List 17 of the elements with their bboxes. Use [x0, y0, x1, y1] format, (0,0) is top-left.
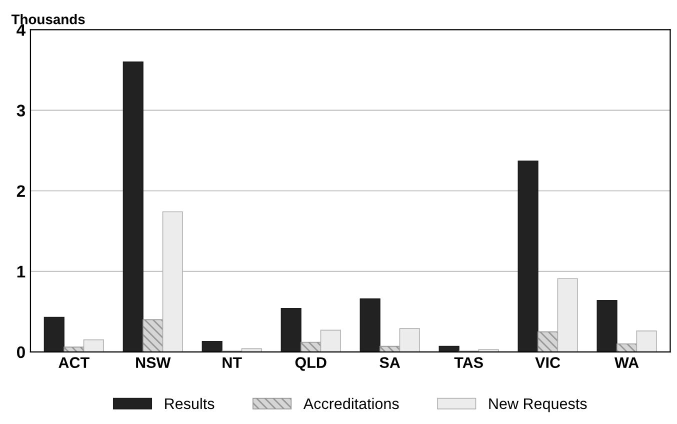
x-tick-label: VIC [535, 357, 560, 368]
y-axis-title: Thousands [11, 14, 85, 24]
y-tick-label: 4 [16, 24, 26, 36]
y-tick-label: 0 [16, 346, 25, 358]
legend-label: Accreditations [303, 398, 399, 410]
y-tick-label: 3 [16, 104, 25, 116]
x-tick-label: ACT [58, 357, 90, 368]
legend-label: New Requests [489, 398, 587, 412]
x-tick-label: SA [380, 357, 400, 368]
x-tick-label: TAS [454, 357, 483, 368]
y-tick-label: 1 [17, 266, 26, 278]
legend-label: Results [165, 398, 214, 410]
x-tick-label: NT [222, 357, 242, 368]
x-tick-label: NSW [136, 357, 171, 368]
x-tick-label: QLD [295, 357, 326, 371]
x-tick-label: WA [614, 357, 639, 368]
y-tick-label: 2 [16, 185, 25, 197]
